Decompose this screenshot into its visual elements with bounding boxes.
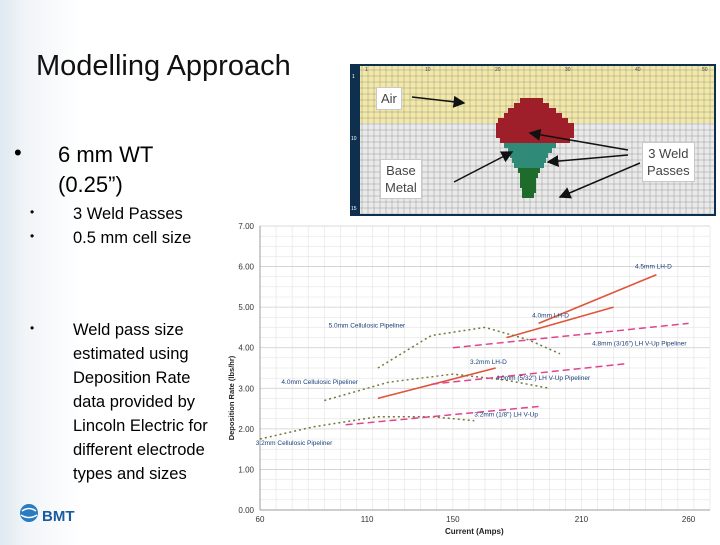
callout-line: Passes [647, 163, 690, 178]
chart-svg: 0.00 1.00 2.00 3.00 4.00 5.00 6.00 7.00 60 110 150… [227, 222, 711, 536]
weld-cell-row [522, 188, 536, 193]
weld-cell-row [500, 138, 570, 143]
series-label: 4.0mm LH-D [532, 312, 569, 319]
series-line [324, 373, 550, 402]
note-line: Deposition Rate [73, 369, 191, 387]
column-marker: 20 [495, 67, 501, 73]
main-bullet-text: 6 mm WT (0.25”) [58, 140, 153, 200]
weld-cell-row [508, 148, 552, 153]
callout-line: 3 Weld [648, 146, 689, 161]
series-line [538, 273, 657, 325]
main-bullet-line: (0.25”) [58, 172, 123, 197]
bmt-logo-svg: BMT [20, 504, 75, 525]
row-marker: 10 [351, 136, 357, 142]
sub-bullet-dot: • [30, 205, 35, 219]
row-marker: 15 [351, 206, 357, 212]
series-label: 4.5mm LH-D [635, 264, 672, 271]
weld-cell-row [496, 123, 574, 128]
y-tick-label: 4.00 [238, 344, 254, 353]
weld-cell-row [520, 173, 538, 178]
deposition-rate-chart: 0.00 1.00 2.00 3.00 4.00 5.00 6.00 7.00 60 110 150… [220, 214, 720, 540]
weld-cell-row [508, 108, 556, 113]
x-axis-label: Current (Amps) [445, 527, 504, 536]
series-label: 3.2mm LH-D [470, 359, 507, 366]
note-line: different electrode [73, 441, 205, 459]
slide-title: Modelling Approach [36, 50, 291, 82]
x-tick-label: 260 [682, 515, 696, 524]
y-tick-label: 0.00 [238, 506, 254, 515]
weld-cell-row [522, 193, 534, 198]
series-line [452, 322, 689, 349]
bmt-logo: BMT [18, 500, 88, 535]
series-label: 4.0mm Cellulosic Pipeliner [281, 379, 358, 386]
sub-bullets: 3 Weld Passes 0.5 mm cell size [73, 202, 191, 250]
y-tick-label: 5.00 [238, 303, 254, 312]
callout-line: Base [386, 163, 416, 178]
weld-cell-row [498, 118, 568, 123]
y-tick-label: 1.00 [238, 465, 254, 474]
sub-bullet-text: 3 Weld Passes [73, 205, 183, 223]
weld-cell-row [520, 178, 536, 183]
column-marker: 10 [425, 67, 431, 73]
weld-passes-callout: 3 Weld Passes [642, 142, 695, 182]
note-line: Lincoln Electric for [73, 417, 208, 435]
air-callout: Air [376, 87, 402, 110]
weld-cell-row [496, 133, 574, 138]
y-axis-label: Deposition Rate (lbs/hr) [227, 355, 236, 440]
note-line: estimated using [73, 345, 189, 363]
sub-bullet-dot: • [30, 321, 35, 335]
globe-icon [20, 504, 38, 522]
main-bullet-line: 6 mm WT [58, 142, 154, 167]
weld-cell-row [520, 98, 543, 103]
series-line [259, 415, 475, 440]
weld-cell-row [514, 163, 544, 168]
y-tick-label: 7.00 [238, 222, 254, 231]
note-line: Weld pass size [73, 321, 184, 339]
row-marker: 1 [352, 74, 355, 80]
series-label: 4.8mm (3/16") LH V-Up Pipeliner [592, 341, 687, 348]
column-marker: 50 [702, 67, 708, 73]
series-line [377, 326, 561, 369]
x-tick-label: 150 [446, 515, 460, 524]
note-line: types and sizes [73, 465, 187, 483]
series-label: 3.2mm Cellulosic Pipeliner [256, 440, 333, 447]
weld-cell-row [496, 128, 574, 133]
x-tick-label: 60 [256, 515, 265, 524]
y-tick-label: 2.00 [238, 425, 254, 434]
weld-cell-row [514, 103, 549, 108]
weld-cell-row [520, 183, 536, 188]
y-tick-label: 6.00 [238, 263, 254, 272]
column-marker: 40 [635, 67, 641, 73]
column-marker: 30 [565, 67, 571, 73]
series-label: 3.2mm (1/8") LH V-Up [474, 412, 538, 419]
y-tick-label: 3.00 [238, 384, 254, 393]
bullet-dot: • [14, 140, 22, 165]
callout-line: Metal [385, 180, 417, 195]
series-label: 4.0mm (5/32") LH V-Up Pipeliner [496, 375, 591, 382]
series-line [506, 306, 614, 339]
weld-cell-row [504, 113, 562, 118]
sub-bullet-dot: • [30, 229, 35, 243]
weld-cell-row [512, 158, 546, 163]
x-tick-label: 210 [575, 515, 589, 524]
x-tick-label: 110 [361, 515, 374, 524]
series-label: 5.0mm Cellulosic Pipeliner [329, 322, 406, 329]
sub-bullet-text: 0.5 mm cell size [73, 229, 192, 247]
note-line: data provided by [73, 393, 196, 411]
weld-cell-row [518, 168, 540, 173]
weld-cell-row [504, 143, 556, 148]
logo-text: BMT [42, 508, 75, 525]
weld-cell-row [510, 153, 548, 158]
note-text: Weld pass size estimated using Depositio… [73, 318, 208, 486]
column-marker: 1 [365, 67, 368, 73]
base-metal-callout: Base Metal [380, 159, 422, 199]
